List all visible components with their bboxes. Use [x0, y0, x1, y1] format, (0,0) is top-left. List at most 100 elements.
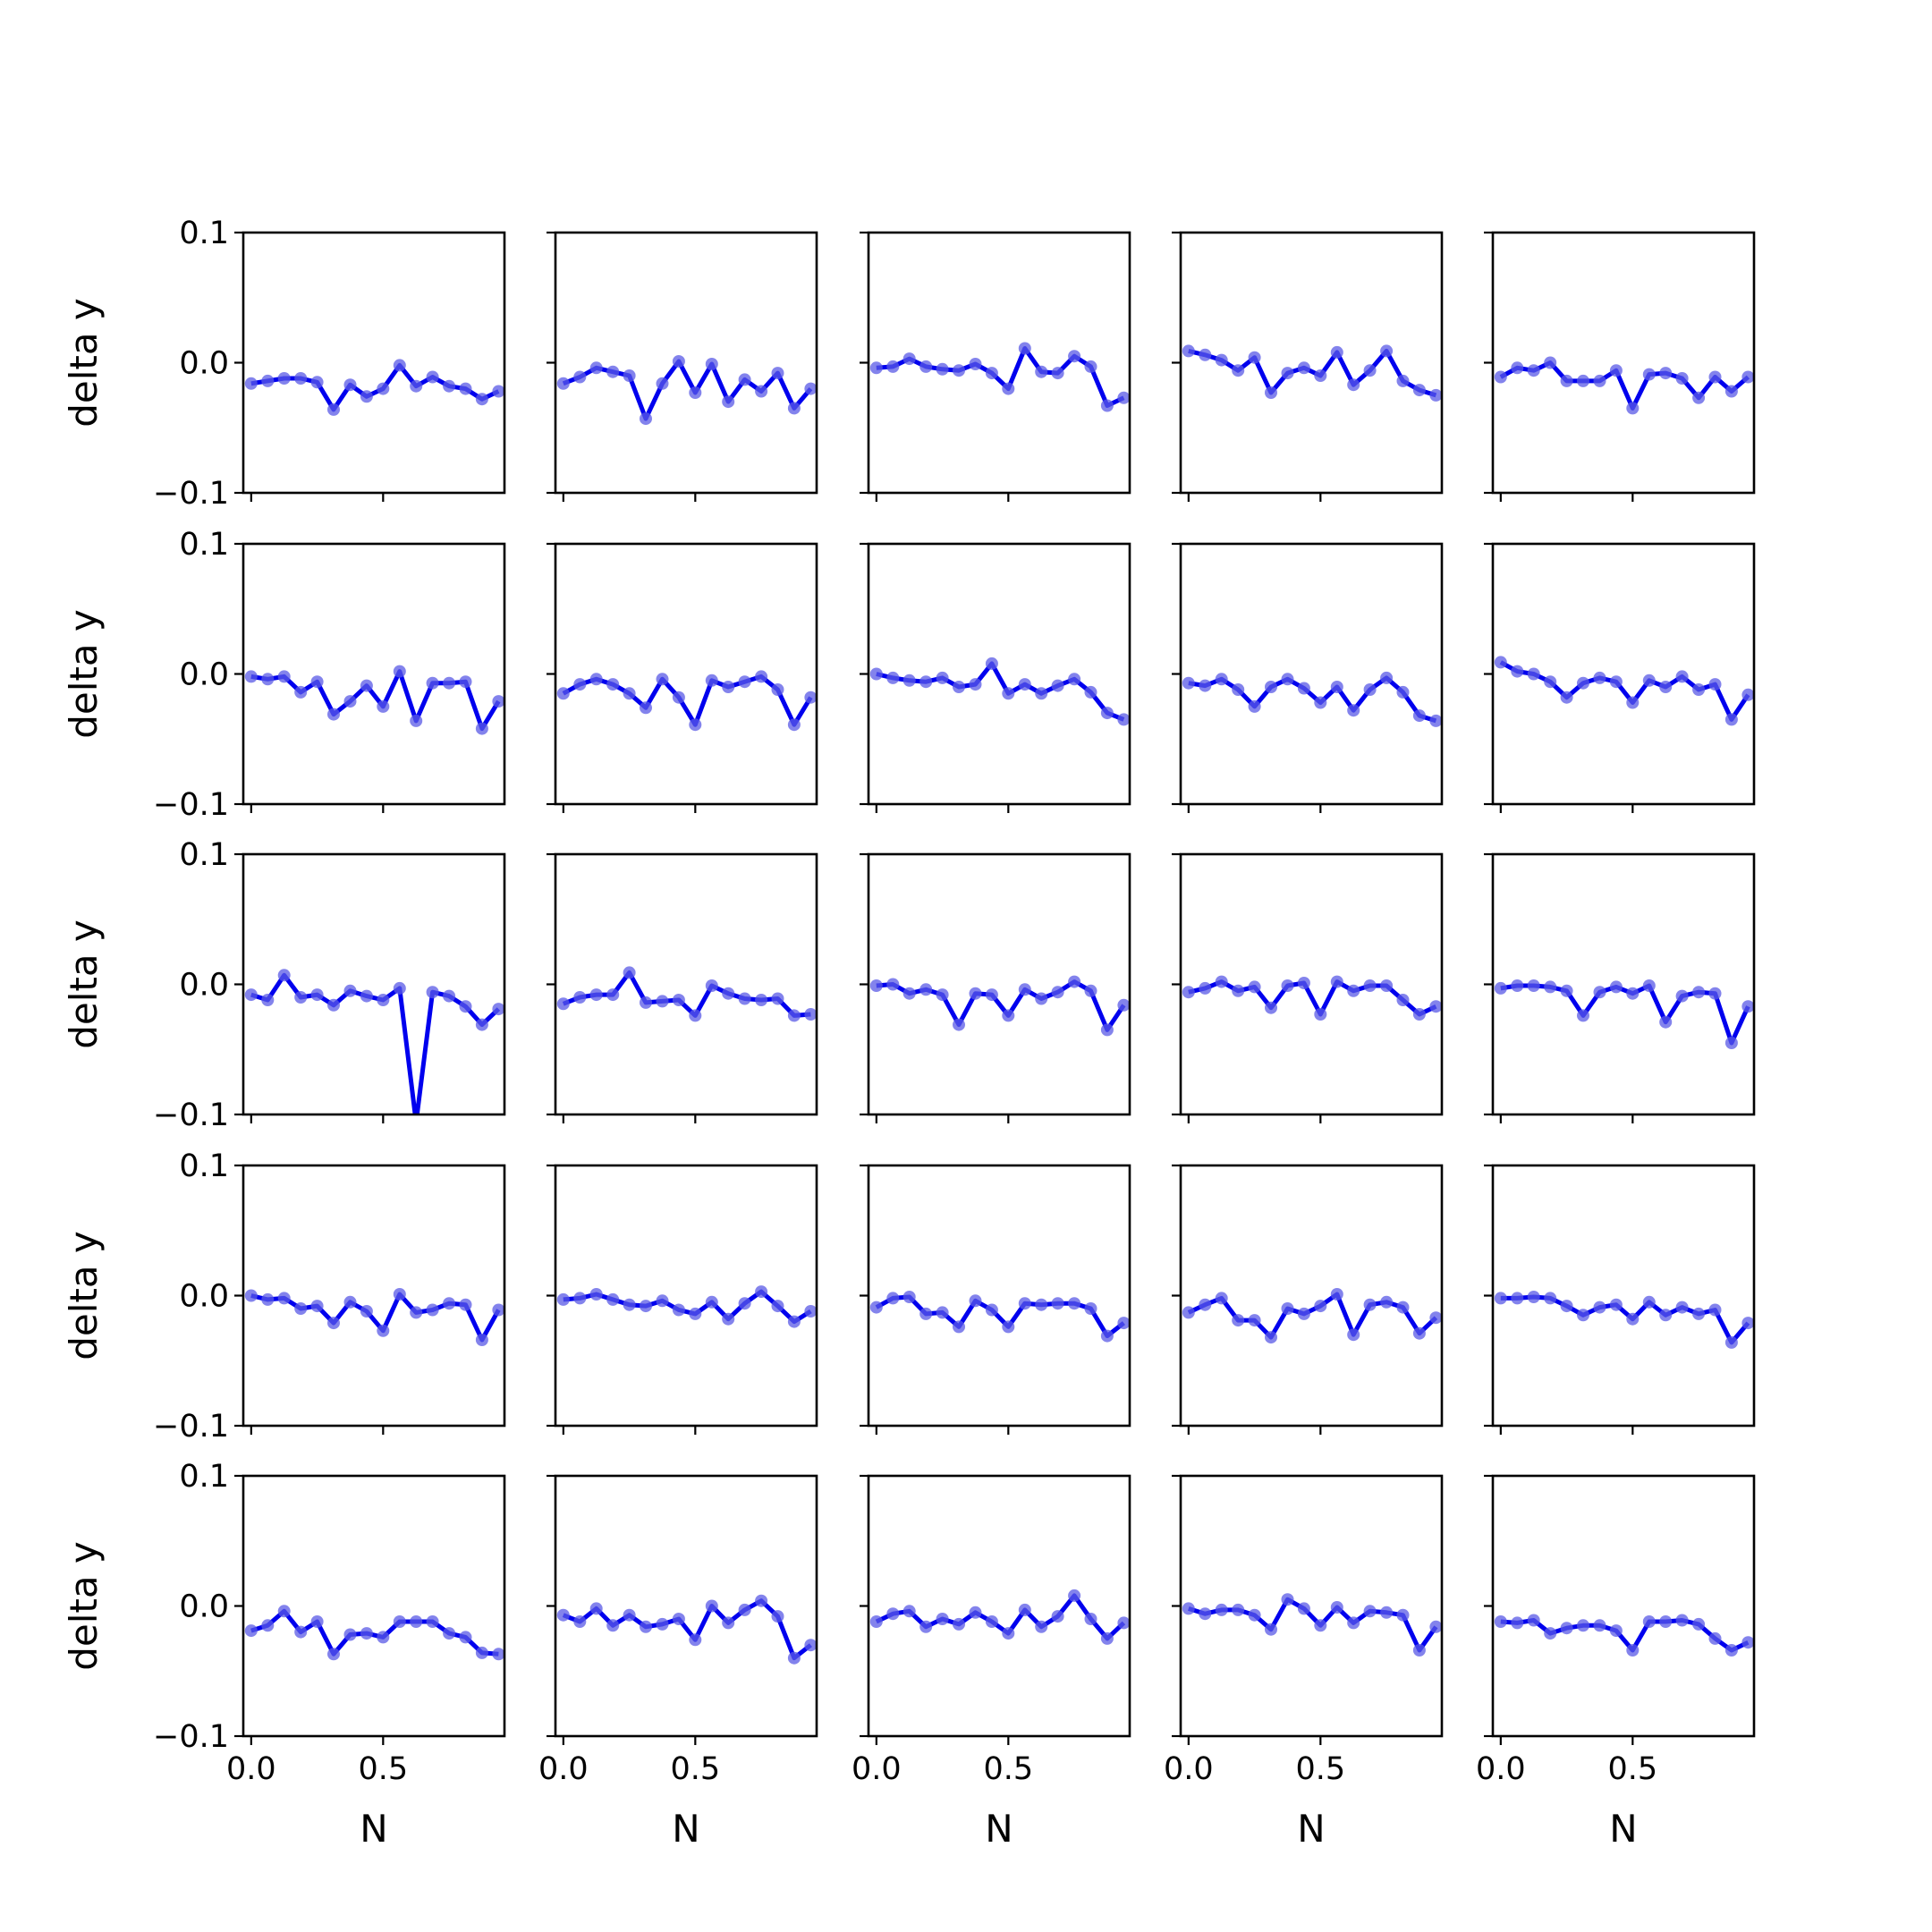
data-point [1314, 369, 1327, 382]
data-point [656, 1617, 669, 1631]
data-point [985, 988, 998, 1002]
series-line [1188, 1597, 1438, 1653]
data-point [360, 1627, 373, 1640]
subplot-r3-c3 [860, 852, 1131, 1123]
y-tick-label: 0.1 [179, 1148, 229, 1184]
data-point [936, 362, 949, 376]
x-tick-label: 0.0 [538, 1751, 589, 1787]
data-point [1199, 1298, 1212, 1311]
data-point [1577, 676, 1589, 690]
data-point [1741, 1636, 1754, 1649]
data-point [1380, 671, 1394, 684]
data-point [722, 987, 735, 1000]
data-point [1659, 681, 1673, 693]
data-point [755, 1594, 768, 1607]
data-point [1724, 713, 1738, 726]
data-point [804, 691, 817, 704]
subplot-r1-c3 [860, 231, 1131, 502]
subplot-r2-c4 [1172, 542, 1444, 813]
data-point [787, 1009, 801, 1022]
data-point [377, 382, 390, 395]
data-point [1724, 1644, 1738, 1657]
series-line [563, 1289, 812, 1325]
data-point [1511, 1292, 1524, 1305]
x-tick-label: 0.5 [983, 1751, 1033, 1787]
data-point [410, 714, 423, 727]
data-point [1100, 399, 1114, 412]
data-point [919, 675, 933, 689]
data-point [1265, 1623, 1277, 1636]
data-point [1281, 367, 1294, 380]
data-point [1527, 364, 1540, 377]
data-point [1412, 384, 1426, 397]
data-point [1117, 1616, 1130, 1630]
data-point [953, 681, 965, 693]
data-point [1724, 1037, 1738, 1049]
data-point [573, 1292, 587, 1305]
data-point [1297, 1307, 1310, 1320]
data-point [1396, 1608, 1410, 1622]
y-tick-label: −0.1 [153, 1097, 229, 1133]
data-point [606, 365, 620, 378]
data-point [722, 1312, 735, 1326]
data-point [1232, 984, 1245, 997]
data-point [393, 359, 406, 372]
data-point [606, 988, 620, 1002]
data-point [1182, 986, 1195, 999]
x-tick-label: 0.5 [358, 1751, 408, 1787]
data-point [475, 722, 488, 735]
data-point [294, 372, 308, 385]
data-point [1609, 364, 1623, 377]
data-point [1380, 979, 1394, 992]
data-point [953, 1018, 965, 1031]
data-point [573, 370, 587, 384]
data-point [1084, 360, 1097, 373]
subplot-r4-c3 [860, 1164, 1131, 1435]
data-point [755, 994, 768, 1006]
data-point [804, 1008, 817, 1021]
x-axis-label: N [1297, 1807, 1325, 1851]
data-point [1117, 713, 1130, 726]
subplot-r1-c5 [1484, 231, 1756, 502]
data-point [1002, 1009, 1015, 1022]
data-point [1232, 1603, 1245, 1616]
data-point [656, 1294, 669, 1308]
data-point [919, 983, 933, 996]
data-point [492, 1003, 504, 1016]
data-point [1330, 681, 1343, 693]
data-point [1560, 1622, 1573, 1635]
series-line [1500, 1618, 1750, 1653]
data-point [1527, 667, 1540, 681]
data-point [261, 374, 275, 387]
data-point [310, 376, 324, 389]
data-point [1363, 364, 1377, 377]
series-line [562, 1598, 812, 1661]
data-point [261, 673, 275, 686]
data-point [1692, 1617, 1706, 1631]
data-point [1347, 1328, 1360, 1342]
data-point [1232, 683, 1245, 696]
data-point [969, 987, 982, 1000]
data-point [1396, 374, 1410, 387]
data-point [936, 671, 949, 684]
data-point [393, 1288, 406, 1301]
data-point [1692, 986, 1706, 999]
data-point [1330, 975, 1343, 988]
data-point [1330, 345, 1343, 359]
series-line [250, 1608, 499, 1657]
data-point [310, 1300, 324, 1313]
subplot-r3-c4 [1172, 852, 1444, 1123]
data-point [459, 1298, 472, 1311]
data-point [1051, 367, 1064, 380]
series-line [250, 972, 501, 1114]
data-point [1412, 1008, 1426, 1021]
data-point [1018, 342, 1031, 355]
y-tick-label: 0.0 [179, 1279, 229, 1315]
subplot-r2-c3 [860, 542, 1131, 813]
data-point [705, 979, 718, 992]
series-line [562, 359, 813, 421]
data-point [261, 1619, 275, 1632]
data-point [1100, 1023, 1114, 1037]
data-point [377, 1324, 390, 1337]
data-point [1527, 1291, 1540, 1303]
